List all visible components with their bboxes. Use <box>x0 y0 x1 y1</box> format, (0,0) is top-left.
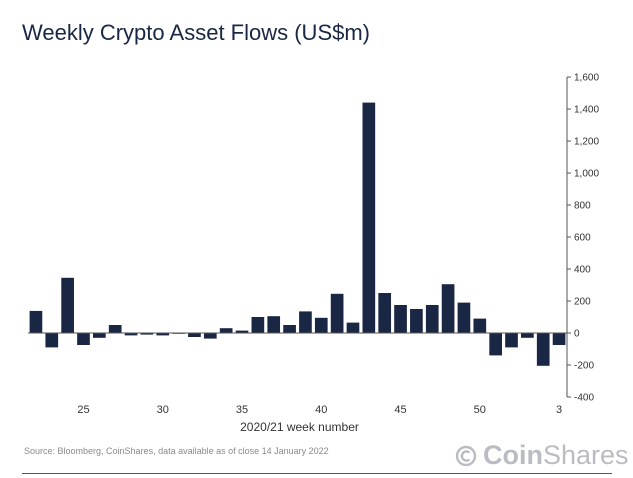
bar-week-26 <box>93 333 106 338</box>
coinshares-logo-icon <box>455 445 477 466</box>
bar-week-39 <box>299 311 312 333</box>
bar-week-42 <box>346 322 360 333</box>
y-tick-label: 800 <box>574 201 591 212</box>
bar-week-30 <box>156 333 170 336</box>
x-tick-label: 3 <box>556 404 562 416</box>
bar-week-28 <box>124 333 138 336</box>
x-tick-label: 40 <box>315 404 327 416</box>
bar-week-24 <box>61 277 74 333</box>
bar-week-35 <box>235 330 249 333</box>
bar-week-45 <box>394 305 407 333</box>
brand-name-light: Shares <box>543 440 629 470</box>
bar-week-38 <box>283 325 296 333</box>
bar-week-23 <box>45 333 59 348</box>
bar-week-29 <box>140 333 154 335</box>
bar-week-27 <box>108 325 122 333</box>
bar-week-32 <box>188 333 201 337</box>
bar-week-1 <box>521 333 534 338</box>
y-tick-label: 1,000 <box>574 169 599 180</box>
bars-group <box>29 102 566 366</box>
y-tick-label: 1,600 <box>574 73 599 84</box>
y-tick-label: 1,400 <box>574 105 599 116</box>
bar-week-51 <box>489 333 502 356</box>
bar-week-49 <box>457 302 471 333</box>
bar-week-40 <box>314 317 328 333</box>
x-tick-label: 30 <box>157 404 169 416</box>
bar-week-44 <box>378 293 392 333</box>
y-tick-label: 400 <box>574 265 591 276</box>
y-tick-label: -200 <box>574 361 594 372</box>
bar-week-22 <box>29 310 43 333</box>
bar-week-50 <box>473 318 487 333</box>
bar-week-33 <box>203 333 217 339</box>
y-tick-label: 200 <box>574 297 591 308</box>
bar-week-43 <box>362 102 376 333</box>
bar-week-34 <box>219 328 233 333</box>
bar-week-48 <box>441 284 455 333</box>
x-tick-label: 35 <box>236 404 248 416</box>
x-tick-label: 45 <box>394 404 406 416</box>
y-tick-label: 0 <box>574 329 580 340</box>
x-tick-label: 25 <box>77 404 89 416</box>
bar-week-46 <box>410 309 423 333</box>
y-tick-label: 600 <box>574 233 591 244</box>
bar-week-41 <box>330 293 344 333</box>
bar-week-37 <box>267 316 281 333</box>
source-note: Source: Bloomberg, CoinShares, data avai… <box>24 446 329 456</box>
x-axis: 25 30 35 40 45 50 3 <box>28 332 567 416</box>
bar-week-36 <box>251 317 265 333</box>
y-tick-label: 1,200 <box>574 137 599 148</box>
y-axis: -400 -200 0 200 400 600 800 1,000 1,200 1,400 1,60… <box>566 73 599 404</box>
footer-divider <box>22 473 612 474</box>
bar-week-2 <box>536 333 550 366</box>
x-axis-label: 2020/21 week number <box>240 420 359 434</box>
bar-week-47 <box>425 305 439 333</box>
brand-name-bold: Coin <box>483 440 543 470</box>
bar-week-25 <box>77 333 90 345</box>
coinshares-brand: Coin Shares <box>455 440 629 471</box>
x-tick-label: 50 <box>474 404 486 416</box>
chart-title: Weekly Crypto Asset Flows (US$m) <box>22 20 371 45</box>
bar-week-3 <box>552 333 566 345</box>
y-tick-label: -400 <box>574 393 594 404</box>
bar-week-52 <box>505 333 518 348</box>
